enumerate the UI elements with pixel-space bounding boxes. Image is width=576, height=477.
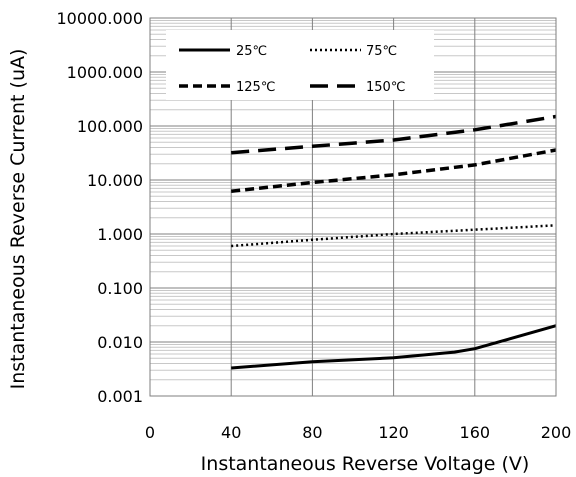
x-tick-label: 160 bbox=[460, 423, 491, 442]
tick-labels: 0.001 0.010 0.100 1.000 10.000 100.000 1000.00… bbox=[56, 9, 571, 442]
grid-layer bbox=[149, 17, 557, 397]
x-tick-label: 80 bbox=[302, 423, 322, 442]
legend: 25℃ 75℃ 125℃ 150℃ bbox=[166, 30, 434, 100]
legend-label-125c: 125℃ bbox=[236, 80, 275, 95]
legend-box bbox=[166, 30, 434, 100]
y-tick-label: 0.010 bbox=[97, 333, 143, 352]
y-tick-label: 100.000 bbox=[77, 117, 143, 136]
y-tick-label: 1.000 bbox=[97, 225, 143, 244]
x-tick-label: 40 bbox=[221, 423, 241, 442]
y-tick-label: 0.001 bbox=[97, 387, 143, 406]
plot-frame bbox=[149, 17, 557, 397]
y-tick-label: 1000.000 bbox=[67, 63, 143, 82]
series-line-2 bbox=[231, 148, 557, 193]
series-layer bbox=[231, 114, 557, 370]
x-tick-label: 120 bbox=[378, 423, 409, 442]
y-tick-label: 10000.000 bbox=[56, 9, 143, 28]
series-line-3 bbox=[231, 114, 557, 155]
x-tick-label: 200 bbox=[541, 423, 572, 442]
legend-label-25c: 25℃ bbox=[236, 44, 267, 59]
legend-label-150c: 150℃ bbox=[366, 80, 405, 95]
series-line-0 bbox=[231, 324, 557, 370]
legend-label-75c: 75℃ bbox=[366, 44, 397, 59]
x-tick-label: 0 bbox=[145, 423, 155, 442]
x-axis-title: Instantaneous Reverse Voltage (V) bbox=[201, 453, 530, 475]
y-axis-title: Instantaneous Reverse Current (uA) bbox=[7, 49, 29, 390]
y-tick-label: 0.100 bbox=[97, 279, 143, 298]
y-tick-label: 10.000 bbox=[87, 171, 143, 190]
series-line-1 bbox=[231, 224, 557, 248]
